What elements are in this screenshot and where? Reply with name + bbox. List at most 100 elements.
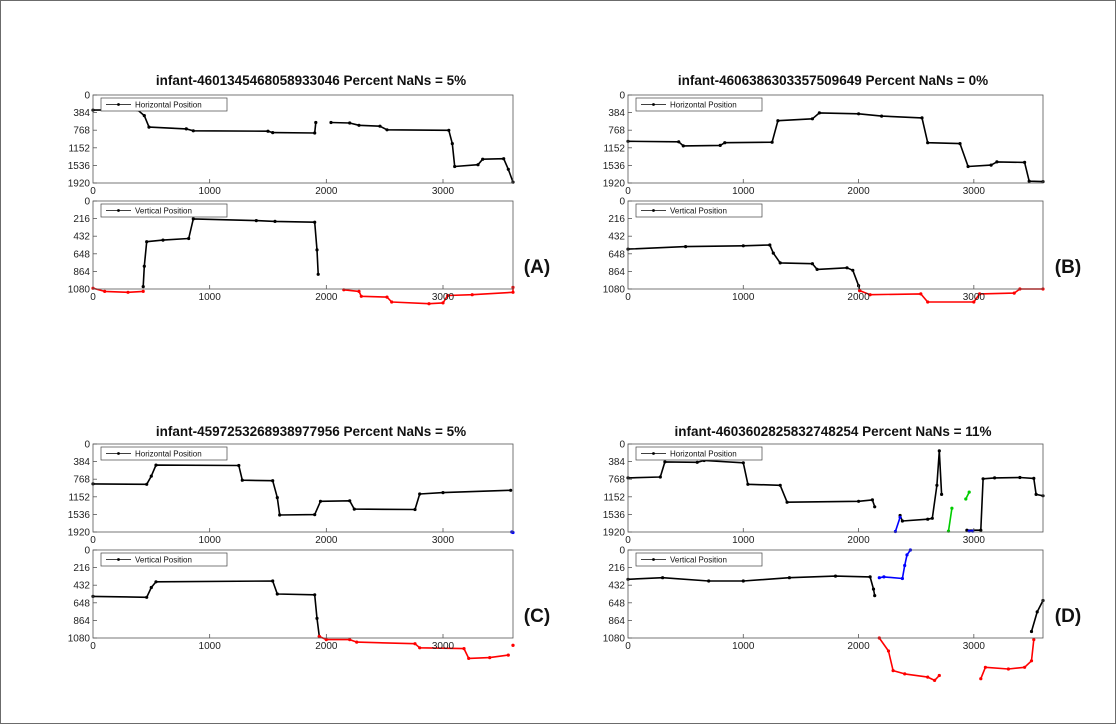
data-point: [450, 142, 454, 146]
data-point: [810, 117, 815, 121]
data-point: [315, 616, 319, 621]
data-point: [741, 579, 745, 583]
data-point: [1018, 475, 1022, 480]
series-line-1-1: [343, 287, 514, 305]
data-point: [871, 587, 876, 591]
x-tick-label: 2000: [847, 292, 870, 303]
x-tick-label: 2000: [315, 641, 338, 652]
x-tick-label: 1000: [732, 292, 755, 303]
data-point: [857, 499, 861, 503]
data-point: [684, 245, 688, 249]
data-point: [886, 649, 891, 653]
data-point: [723, 141, 727, 145]
y-tick-label: 1152: [603, 492, 625, 503]
data-point: [271, 579, 275, 583]
data-point: [462, 647, 466, 651]
data-point: [355, 640, 359, 644]
series-line-0-2: [966, 476, 1044, 531]
data-point: [390, 300, 394, 304]
data-point: [893, 529, 898, 534]
data-point: [357, 289, 361, 293]
y-tick-label: 648: [73, 598, 90, 609]
data-point: [810, 262, 815, 266]
series-line-2-0: [894, 517, 901, 532]
data-point: [441, 491, 445, 495]
data-point: [1006, 667, 1011, 671]
legend: Horizontal Position: [635, 446, 763, 461]
data-point: [900, 519, 905, 523]
series-line-2-1: [980, 639, 1035, 679]
legend-marker: [117, 452, 120, 455]
legend-marker: [652, 209, 655, 212]
y-tick-label: 1920: [603, 528, 626, 539]
y-tick-label: 216: [73, 563, 90, 574]
y-tick-label: 1536: [603, 161, 626, 172]
y-tick-label: 432: [608, 232, 625, 243]
data-point: [313, 220, 317, 224]
data-point: [746, 482, 750, 486]
y-tick-label: 432: [608, 581, 625, 592]
y-tick-label: 384: [608, 457, 625, 468]
data-point: [785, 500, 789, 504]
y-tick-label: 1080: [68, 634, 91, 645]
y-tick-label: 0: [619, 197, 625, 208]
x-tick-label: 1000: [199, 641, 222, 652]
y-tick-label: 0: [619, 440, 625, 451]
data-point: [663, 460, 667, 464]
y-tick-label: 864: [608, 267, 625, 278]
series-line-0-0: [142, 218, 319, 287]
data-point: [348, 499, 352, 503]
data-point: [271, 479, 275, 483]
data-point: [502, 157, 506, 161]
data-point: [184, 127, 188, 131]
series-line-0-0: [92, 108, 317, 134]
data-point: [920, 116, 924, 120]
axes-box: [92, 94, 514, 184]
data-point: [506, 167, 510, 171]
chart-title: infant-4597253268938977956 Percent NaNs …: [156, 424, 466, 439]
data-point: [873, 594, 877, 598]
data-point: [142, 264, 146, 268]
data-point: [453, 164, 457, 169]
data-point: [313, 513, 317, 517]
data-point: [958, 142, 962, 146]
data-point: [778, 483, 782, 487]
legend-label: Horizontal Position: [670, 450, 737, 459]
legend-label: Horizontal Position: [135, 101, 202, 110]
data-point: [771, 251, 775, 255]
axes-box: [627, 443, 1044, 533]
y-tick-label: 216: [608, 563, 625, 574]
data-point: [817, 111, 822, 115]
series-line-1-0: [318, 635, 509, 660]
legend-marker: [117, 209, 120, 212]
x-tick-label: 1000: [199, 186, 222, 197]
y-tick-label: 216: [73, 214, 90, 225]
legend: Vertical Position: [100, 552, 228, 567]
series-line-0-0: [627, 575, 876, 596]
chart-panel-1: infant-4606386303357509649 Percent NaNs …: [603, 73, 1081, 304]
data-point: [868, 293, 872, 297]
x-tick-label: 0: [90, 641, 96, 652]
data-point: [275, 592, 279, 596]
data-point: [1034, 492, 1038, 496]
data-point: [141, 285, 145, 289]
data-point: [145, 595, 149, 599]
data-point: [993, 476, 997, 480]
data-point: [511, 290, 515, 294]
data-point: [1023, 665, 1027, 669]
y-tick-label: 768: [608, 126, 625, 137]
legend-label: Vertical Position: [135, 556, 192, 565]
data-point: [930, 516, 934, 520]
y-tick-label: 0: [84, 546, 90, 557]
data-point: [661, 576, 665, 580]
series-line-0-0: [627, 459, 876, 508]
y-tick-label: 1536: [68, 161, 91, 172]
data-point: [418, 646, 422, 650]
data-point: [413, 642, 417, 646]
data-point: [316, 272, 320, 276]
data-point: [467, 656, 471, 661]
data-point: [446, 293, 450, 298]
